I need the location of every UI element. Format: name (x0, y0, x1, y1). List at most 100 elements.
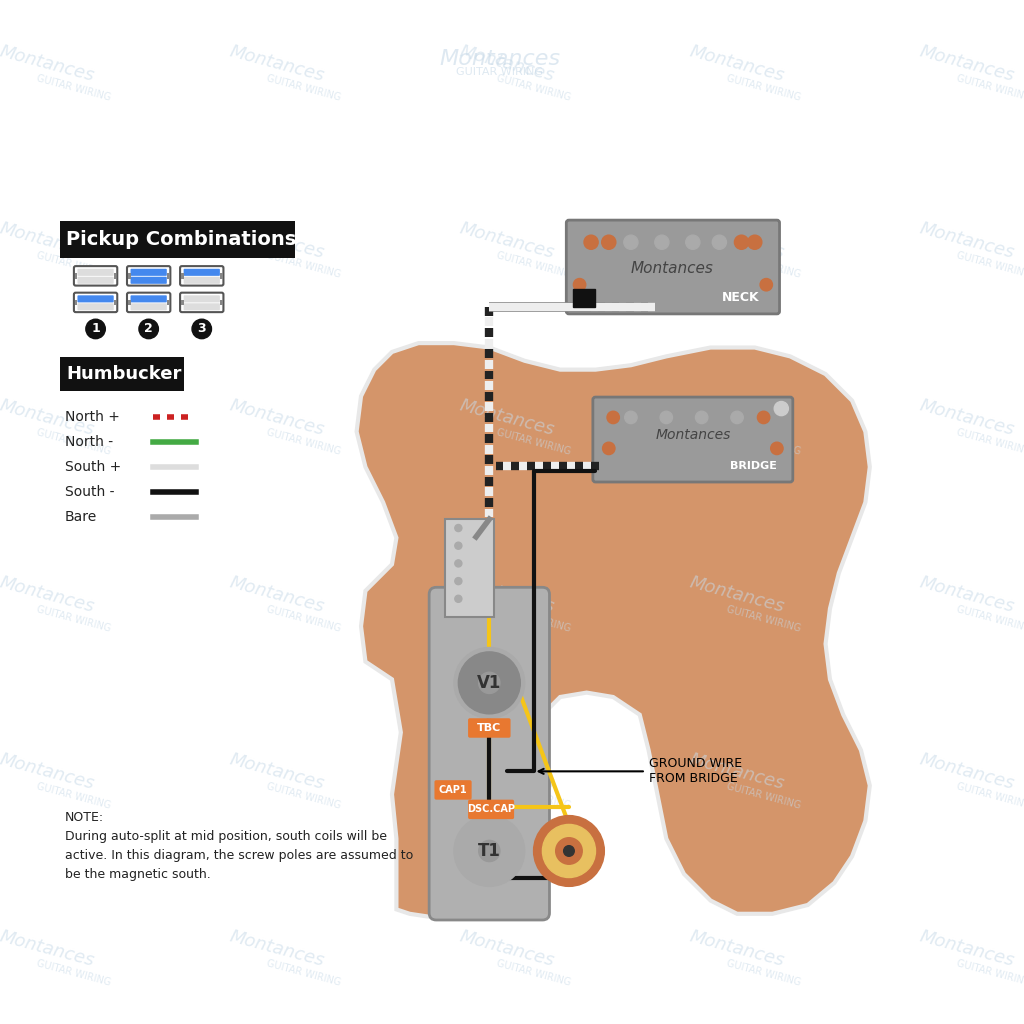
Circle shape (563, 846, 574, 856)
FancyBboxPatch shape (183, 295, 220, 302)
Circle shape (758, 412, 770, 424)
Text: Montances: Montances (687, 927, 786, 970)
Text: GUITAR WIRING: GUITAR WIRING (457, 68, 544, 78)
Text: Montances: Montances (631, 261, 714, 276)
Circle shape (734, 236, 749, 249)
FancyBboxPatch shape (180, 293, 223, 312)
Text: Montances: Montances (227, 750, 327, 793)
FancyBboxPatch shape (130, 303, 167, 310)
Text: GUITAR WIRING: GUITAR WIRING (35, 958, 112, 988)
Text: Montances: Montances (687, 750, 786, 793)
FancyBboxPatch shape (130, 268, 167, 275)
Text: Montances: Montances (0, 927, 96, 970)
Text: Bare: Bare (65, 510, 97, 523)
Circle shape (602, 236, 615, 249)
Text: BRIDGE: BRIDGE (730, 461, 777, 471)
Text: Montances: Montances (458, 42, 556, 85)
Text: Montances: Montances (458, 927, 556, 970)
Polygon shape (427, 790, 543, 909)
Text: GUITAR WIRING: GUITAR WIRING (955, 427, 1024, 457)
Circle shape (584, 236, 598, 249)
FancyBboxPatch shape (78, 268, 114, 275)
Text: GUITAR WIRING: GUITAR WIRING (496, 74, 571, 103)
Text: 3: 3 (198, 323, 206, 336)
Text: GUITAR WIRING: GUITAR WIRING (265, 427, 342, 457)
Circle shape (556, 838, 583, 864)
Text: NECK: NECK (722, 292, 759, 304)
Circle shape (86, 319, 105, 339)
Circle shape (771, 442, 783, 455)
FancyBboxPatch shape (78, 303, 114, 310)
Text: Montances: Montances (227, 219, 327, 262)
Text: T1: T1 (478, 842, 501, 860)
Circle shape (454, 647, 524, 718)
Text: GUITAR WIRING: GUITAR WIRING (265, 74, 342, 103)
Text: GUITAR WIRING: GUITAR WIRING (265, 251, 342, 280)
FancyBboxPatch shape (130, 276, 167, 284)
Circle shape (713, 236, 726, 249)
Circle shape (660, 412, 673, 424)
FancyBboxPatch shape (183, 303, 220, 310)
Circle shape (573, 279, 586, 291)
Bar (220, 273, 222, 279)
Text: GUITAR WIRING: GUITAR WIRING (725, 251, 802, 280)
Text: North -: North - (65, 435, 113, 450)
FancyBboxPatch shape (180, 266, 223, 286)
Text: GUITAR WIRING: GUITAR WIRING (955, 74, 1024, 103)
FancyBboxPatch shape (434, 780, 472, 800)
Text: GUITAR WIRING: GUITAR WIRING (725, 74, 802, 103)
Text: GUITAR WIRING: GUITAR WIRING (35, 427, 112, 457)
Bar (181, 273, 183, 279)
Bar (75, 300, 78, 305)
FancyBboxPatch shape (130, 295, 167, 302)
Text: Montances: Montances (655, 428, 730, 442)
Text: Montances: Montances (227, 42, 327, 85)
Text: GUITAR WIRING: GUITAR WIRING (35, 251, 112, 280)
FancyBboxPatch shape (60, 221, 295, 258)
Text: Montances: Montances (0, 42, 96, 85)
Circle shape (624, 236, 638, 249)
Circle shape (455, 595, 462, 602)
Text: GUITAR WIRING: GUITAR WIRING (265, 604, 342, 634)
FancyBboxPatch shape (566, 220, 779, 314)
FancyBboxPatch shape (183, 276, 220, 284)
Text: South +: South + (65, 460, 121, 474)
Text: Montances: Montances (918, 42, 1017, 85)
Text: Montances: Montances (227, 573, 327, 615)
FancyBboxPatch shape (127, 266, 170, 286)
Text: V1: V1 (477, 674, 502, 692)
Circle shape (695, 412, 708, 424)
Text: TBC: TBC (477, 723, 502, 733)
FancyBboxPatch shape (74, 266, 118, 286)
Circle shape (654, 236, 669, 249)
Circle shape (607, 412, 620, 424)
Text: GUITAR WIRING: GUITAR WIRING (35, 604, 112, 634)
Text: GUITAR WIRING: GUITAR WIRING (725, 958, 802, 988)
Text: Montances: Montances (458, 219, 556, 262)
Text: GUITAR WIRING: GUITAR WIRING (725, 427, 802, 457)
Bar (220, 300, 222, 305)
Text: Montances: Montances (687, 396, 786, 438)
Bar (128, 300, 130, 305)
Circle shape (534, 815, 604, 887)
Text: Montances: Montances (0, 219, 96, 262)
Text: Montances: Montances (918, 219, 1017, 262)
Circle shape (731, 412, 743, 424)
Text: Montances: Montances (918, 396, 1017, 438)
Circle shape (478, 672, 500, 693)
Circle shape (478, 841, 500, 861)
Bar (445, 519, 494, 616)
Text: GUITAR WIRING: GUITAR WIRING (496, 427, 571, 457)
FancyBboxPatch shape (74, 293, 118, 312)
Polygon shape (573, 289, 596, 307)
Text: Pickup Combinations: Pickup Combinations (67, 230, 297, 249)
Text: GUITAR WIRING: GUITAR WIRING (725, 604, 802, 634)
Polygon shape (356, 343, 869, 916)
Circle shape (193, 319, 212, 339)
Text: GUITAR WIRING: GUITAR WIRING (265, 958, 342, 988)
Text: GUITAR WIRING: GUITAR WIRING (496, 958, 571, 988)
Circle shape (455, 560, 462, 567)
FancyBboxPatch shape (183, 268, 220, 275)
Bar (181, 300, 183, 305)
FancyBboxPatch shape (468, 800, 514, 819)
